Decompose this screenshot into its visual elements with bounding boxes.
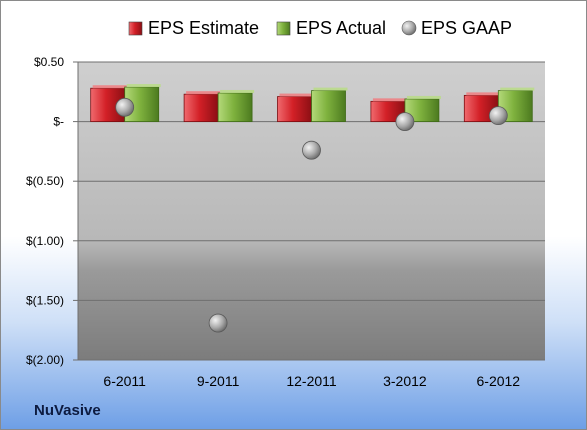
- company-name: NuVasive: [34, 402, 101, 419]
- gaap-point-1: [208, 313, 228, 333]
- gaap-point-4: [488, 106, 508, 126]
- bar-top-eps-actual-2: [313, 87, 348, 91]
- bar-top-eps-actual-4: [500, 87, 535, 91]
- legend-swatch-eps-gaap: [401, 20, 417, 36]
- y-tick-label-5: $(2.00): [26, 353, 64, 367]
- y-tick-label-2: $(0.50): [26, 174, 64, 188]
- bar-top-eps-estimate-0: [92, 85, 127, 89]
- legend: EPS Estimate EPS Actual EPS GAAP: [128, 18, 512, 38]
- x-tick-label-1: 9-2011: [197, 373, 240, 389]
- bar-eps-actual-1: [217, 92, 253, 122]
- legend-swatch-eps-actual: [276, 21, 291, 36]
- axes: $0.50 $- $(0.50) $(1.00) $(1.50) $(2.00) 6-201…: [26, 55, 520, 389]
- y-tick-label-3: $(1.00): [26, 234, 64, 248]
- gaap-point-0: [115, 97, 135, 117]
- bar-top-eps-actual-1: [220, 89, 255, 93]
- bar-top-eps-estimate-4: [466, 92, 501, 96]
- bar-top-eps-estimate-1: [186, 91, 221, 95]
- x-tick-label-4: 6-2012: [477, 373, 521, 389]
- x-tick-label-0: 6-2011: [103, 373, 146, 389]
- gaap-points: [115, 97, 508, 333]
- gaap-point-2: [302, 140, 321, 160]
- gaap-point-3: [395, 112, 415, 131]
- x-tick-label-2: 12-2011: [286, 373, 337, 389]
- legend-label-eps-gaap: EPS GAAP: [421, 18, 512, 38]
- legend-swatch-eps-estimate: [128, 21, 143, 36]
- bar-top-eps-estimate-3: [372, 98, 407, 102]
- y-tick-label-4: $(1.50): [26, 293, 64, 307]
- bar-top-eps-actual-3: [406, 95, 441, 99]
- bar-top-eps-estimate-2: [279, 93, 314, 97]
- x-tick-label-3: 3-2012: [383, 373, 427, 389]
- bar-top-eps-actual-0: [126, 84, 161, 88]
- y-tick-label-0: $0.50: [34, 55, 64, 69]
- bar-eps-actual-2: [311, 90, 346, 123]
- bar-eps-estimate-1: [183, 93, 219, 122]
- legend-label-eps-actual: EPS Actual: [296, 18, 386, 38]
- y-tick-label-1: $-: [53, 115, 64, 129]
- legend-label-eps-estimate: EPS Estimate: [148, 18, 259, 38]
- bar-eps-estimate-2: [277, 96, 312, 123]
